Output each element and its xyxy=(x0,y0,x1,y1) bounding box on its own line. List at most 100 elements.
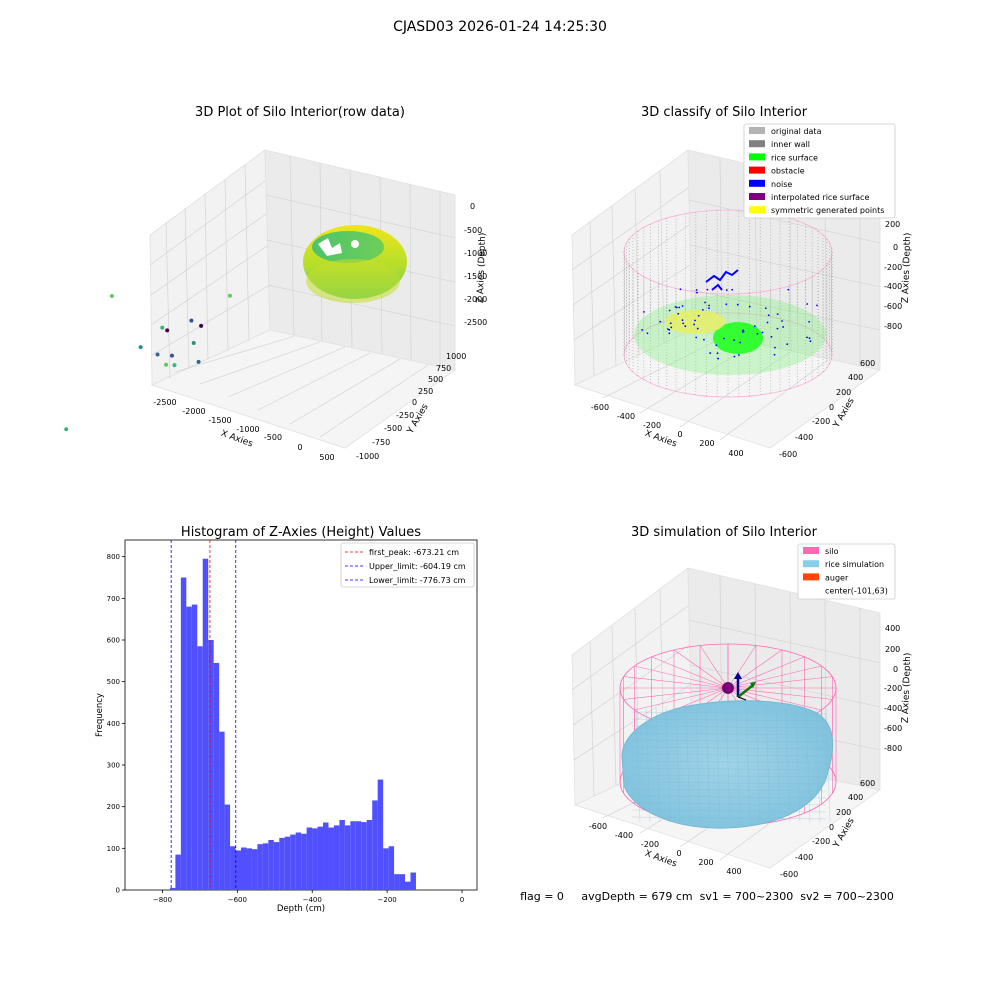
rice-mesh-line xyxy=(631,774,827,778)
histogram-title: Histogram of Z-Axies (Height) Values xyxy=(181,525,421,540)
noise-point xyxy=(733,355,736,358)
noise-point xyxy=(679,288,682,291)
svg-text:400: 400 xyxy=(728,449,743,458)
x-tick-label: −600 xyxy=(228,896,247,904)
svg-text:-500: -500 xyxy=(464,226,482,235)
svg-text:-2000: -2000 xyxy=(182,407,205,416)
rice-mesh-line xyxy=(775,707,781,823)
histogram-bar xyxy=(388,846,395,890)
svg-text:0: 0 xyxy=(297,443,302,452)
rice-mesh-line xyxy=(745,707,751,823)
legend-label: original data xyxy=(771,127,822,136)
noise-point xyxy=(669,322,672,325)
noise-point xyxy=(697,314,700,317)
noise-point xyxy=(808,320,811,323)
legend-label: auger xyxy=(825,573,849,582)
silo-roof-line xyxy=(727,676,833,689)
noise-point xyxy=(806,336,808,339)
svg-text:750: 750 xyxy=(436,364,451,373)
rice-mesh-line xyxy=(655,707,661,823)
rice-mesh-line xyxy=(785,707,791,823)
histogram-bar xyxy=(301,833,307,890)
silo-roof-line xyxy=(727,656,805,689)
outlier-point xyxy=(160,325,165,330)
y-tick-label: 600 xyxy=(107,637,120,645)
histogram-bar xyxy=(350,821,356,890)
outlier-point xyxy=(169,353,174,358)
rice-mesh-line xyxy=(631,802,827,806)
histogram-bar xyxy=(290,834,296,890)
panel-classify-title: 3D classify of Silo Interior xyxy=(641,105,808,120)
noise-point xyxy=(668,309,671,312)
rice-mesh-line xyxy=(631,711,827,715)
legend-swatch xyxy=(749,140,765,148)
svg-text:0: 0 xyxy=(893,243,898,252)
legend-label: obstacle xyxy=(771,167,805,176)
noise-point xyxy=(748,305,751,308)
panel-histogram: Histogram of Z-Axies (Height) Values −80… xyxy=(95,525,478,914)
svg-text:-600: -600 xyxy=(884,302,902,311)
outlier-point xyxy=(138,345,143,350)
svg-text:500: 500 xyxy=(319,453,334,462)
histogram-y-label: Frequency xyxy=(95,693,105,737)
svg-text:0: 0 xyxy=(829,823,834,832)
histogram-bar xyxy=(208,640,214,890)
y-tick-label: 300 xyxy=(107,762,120,770)
histogram-bar xyxy=(230,846,236,890)
rice-mesh-line xyxy=(635,707,641,823)
noise-point xyxy=(695,336,698,339)
histogram-reference-lines xyxy=(170,540,237,890)
histogram-bars xyxy=(169,558,416,890)
noise-point xyxy=(695,289,698,291)
outlier-point xyxy=(109,293,114,298)
noise-point xyxy=(787,288,790,291)
noise-point xyxy=(717,357,719,360)
legend-label: Lower_limit: -776.73 cm xyxy=(369,576,466,585)
legend-swatch xyxy=(749,179,765,187)
z-axis-label-simulation: Z Axies (Depth) xyxy=(901,653,913,724)
noise-point xyxy=(776,327,779,330)
rice-mesh-line xyxy=(825,707,831,823)
legend-classify: original data inner wall rice surface obsta… xyxy=(743,123,896,219)
noise-point xyxy=(809,340,812,343)
noise-point xyxy=(806,303,809,305)
histogram-bar xyxy=(257,844,263,890)
histogram-bar xyxy=(295,832,302,890)
histogram-bar xyxy=(339,820,345,890)
silo-roof-line xyxy=(623,676,729,689)
histogram-bar xyxy=(284,836,291,890)
svg-text:-200: -200 xyxy=(812,837,830,846)
noise-point xyxy=(706,288,709,291)
x-tick-label: −200 xyxy=(378,896,397,904)
legend-swatch xyxy=(803,573,819,581)
silo-roof-line xyxy=(727,645,757,689)
torus-point-cloud xyxy=(303,225,407,303)
rice-mesh-line xyxy=(725,707,731,823)
noise-point xyxy=(725,303,728,306)
rice-mesh-line xyxy=(631,753,827,757)
legend-label: rice simulation xyxy=(825,560,884,569)
grid-raw xyxy=(149,155,456,438)
rice-mesh-line xyxy=(631,732,827,736)
svg-text:400: 400 xyxy=(726,867,741,876)
legend-label: noise xyxy=(771,180,792,189)
noise-point xyxy=(677,312,680,315)
svg-text:-600: -600 xyxy=(779,450,797,459)
svg-text:-600: -600 xyxy=(780,870,798,879)
svg-text:250: 250 xyxy=(418,387,433,396)
svg-text:400: 400 xyxy=(885,624,900,633)
noise-point xyxy=(681,305,684,307)
rice-mesh-line xyxy=(631,809,827,813)
histogram-bar xyxy=(366,820,373,890)
noise-point xyxy=(708,307,710,310)
histogram-bar xyxy=(355,821,362,890)
y-tick-label: 700 xyxy=(107,595,120,603)
noise-point xyxy=(708,304,710,307)
svg-text:-250: -250 xyxy=(396,411,414,420)
legend-swatch xyxy=(749,193,765,200)
histogram-bar xyxy=(169,887,176,890)
svg-text:-500: -500 xyxy=(384,424,402,433)
legend-label: first_peak: -673.21 cm xyxy=(369,548,459,557)
svg-text:-600: -600 xyxy=(591,403,609,412)
svg-text:-1000: -1000 xyxy=(464,249,487,258)
